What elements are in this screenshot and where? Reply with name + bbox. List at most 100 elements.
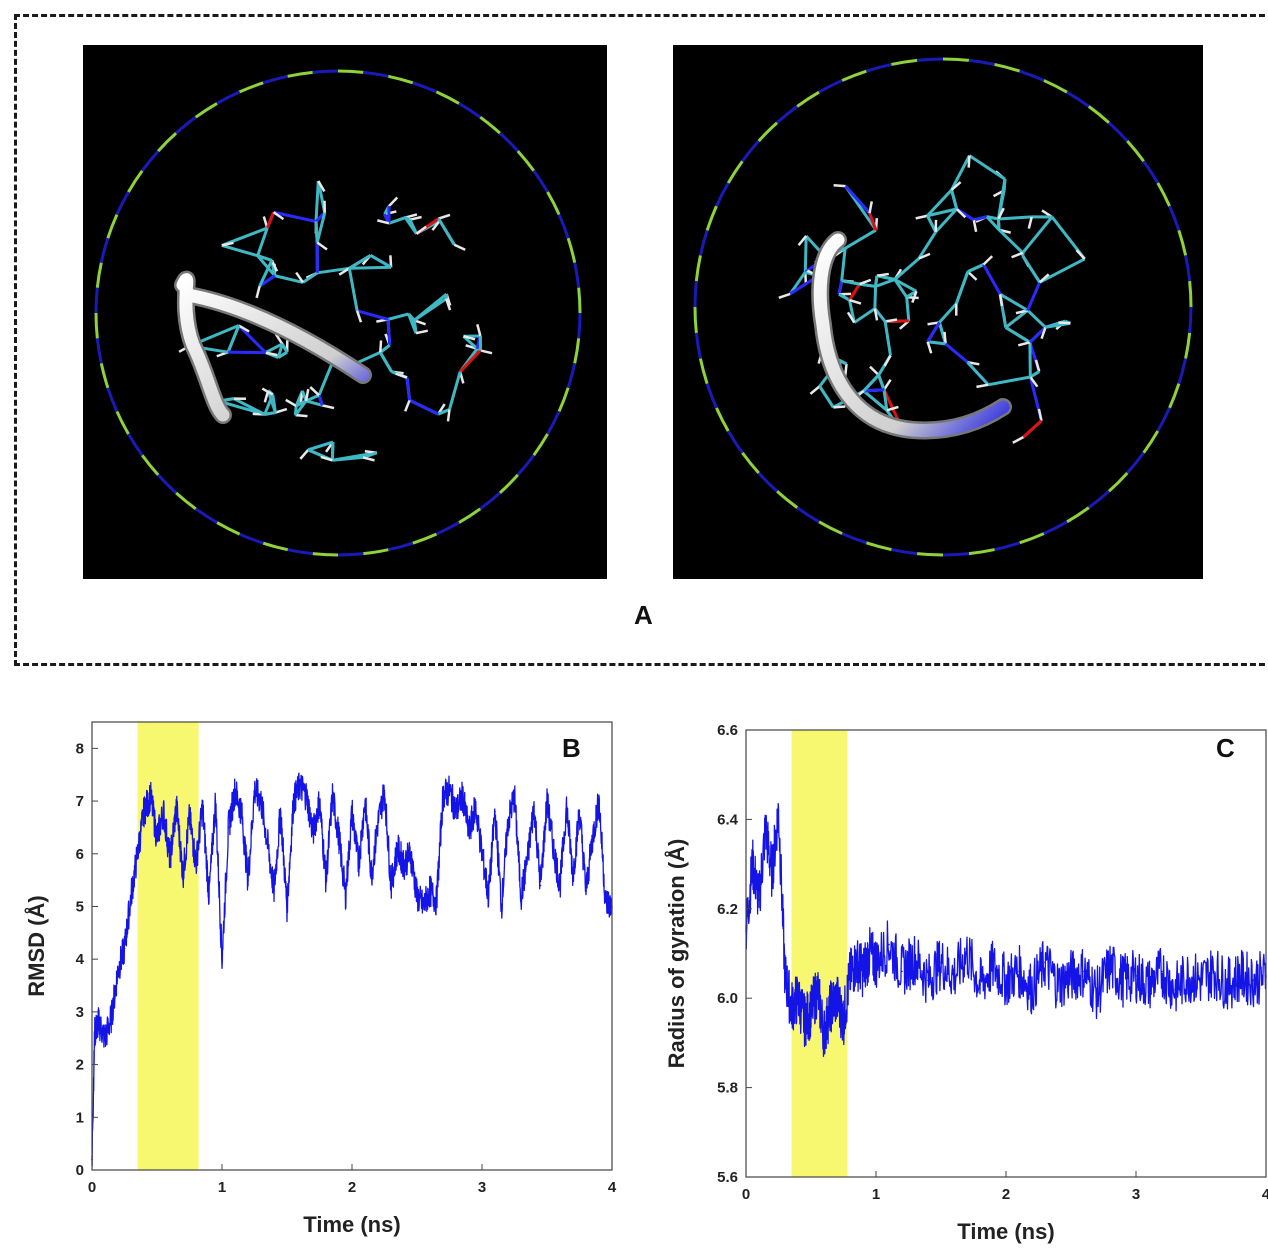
data-point: [436, 900, 438, 902]
sphere-boundary-segment: [158, 133, 176, 151]
data-point: [195, 864, 197, 866]
hydrogen-bond: [1013, 437, 1024, 443]
hydrogen-bond: [1039, 409, 1042, 421]
hydrogen-bond: [885, 355, 891, 365]
sphere-boundary-segment: [548, 192, 559, 215]
atom-bond: [974, 217, 987, 220]
sphere-boundary-segment: [700, 230, 707, 255]
sphere-boundary-segment: [108, 215, 117, 239]
y-tick-label: 6.6: [717, 722, 738, 739]
data-point: [1096, 993, 1098, 995]
sphere-boundary-segment: [1179, 230, 1186, 255]
sphere-boundary-segment: [1144, 431, 1158, 453]
hydrogen-bond: [380, 340, 381, 352]
sphere-boundary-segment: [117, 192, 128, 215]
atom-bond: [968, 264, 984, 271]
data-point: [598, 800, 600, 802]
sphere-boundary-segment: [1190, 307, 1191, 333]
y-tick-label: 2: [76, 1057, 84, 1074]
atom-bond: [316, 222, 317, 243]
sphere-boundary-segment: [96, 288, 97, 313]
data-point: [124, 948, 126, 950]
sphere-boundary-segment: [1190, 281, 1191, 307]
sphere-boundary-segment: [1089, 491, 1109, 507]
hydrogen-bond: [275, 409, 286, 412]
hydrogen-bond: [477, 324, 480, 336]
molecule-view-left: [83, 45, 607, 579]
atom-bond: [460, 350, 480, 371]
data-point: [247, 879, 249, 881]
hydrogen-bond: [976, 385, 988, 387]
hydrogen-bond: [944, 332, 945, 344]
hydrogen-bond: [810, 386, 819, 394]
data-point: [533, 806, 535, 808]
data-point: [306, 795, 308, 797]
sphere-boundary-segment: [413, 83, 437, 92]
sphere-boundary-segment: [313, 71, 338, 72]
sphere-boundary-segment: [363, 550, 388, 554]
data-point: [182, 874, 184, 876]
atom-bond: [357, 311, 388, 320]
sphere-boundary-segment: [158, 475, 176, 493]
data-point: [312, 832, 314, 834]
sphere-boundary-segment: [568, 363, 575, 387]
data-point: [791, 1006, 793, 1008]
atom-bond: [927, 216, 935, 232]
sphere-boundary-segment: [196, 509, 217, 523]
y-axis-label: Radius of gyration (Å): [663, 839, 689, 1069]
atom-bond: [998, 217, 1031, 219]
sphere-boundary-segment: [288, 72, 313, 76]
sphere-boundary-segment: [866, 64, 891, 71]
data-point: [1213, 971, 1215, 973]
y-tick-label: 6.4: [717, 811, 739, 828]
sphere-boundary-segment: [117, 411, 128, 434]
sphere-boundary-segment: [995, 64, 1020, 71]
sphere-boundary-segment: [797, 92, 819, 106]
sphere-boundary-segment: [534, 171, 548, 192]
sphere-boundary-segment: [917, 59, 943, 60]
atom-bond: [956, 272, 968, 304]
sphere-boundary-segment: [696, 333, 700, 359]
data-point: [507, 821, 509, 823]
data-point: [784, 975, 786, 977]
sphere-boundary-segment: [707, 206, 716, 230]
hydrogen-bond: [870, 201, 872, 213]
data-point: [397, 848, 399, 850]
sphere-boundary-segment: [1127, 453, 1143, 473]
hydrogen-bond: [1029, 217, 1032, 229]
sphere-boundary-segment: [263, 543, 287, 550]
data-point: [810, 1011, 812, 1013]
atom-bond: [316, 181, 318, 221]
sphere-boundary-segment: [866, 543, 891, 550]
atom-bond: [839, 281, 842, 295]
sphere-boundary-segment: [1158, 183, 1170, 206]
sphere-boundary-segment: [97, 338, 101, 363]
x-tick-label: 3: [1132, 1186, 1140, 1203]
data-point: [111, 1016, 113, 1018]
data-point: [286, 906, 288, 908]
atom-bond: [407, 378, 410, 401]
sphere-boundary-segment: [1158, 408, 1170, 431]
sphere-boundary-segment: [568, 238, 575, 262]
data-point: [319, 800, 321, 802]
atom-bond: [842, 248, 845, 280]
data-point: [416, 895, 418, 897]
data-point: [849, 975, 851, 977]
atom-bond: [239, 326, 266, 353]
sphere-boundary-segment: [240, 534, 264, 543]
atom-bond: [388, 319, 390, 345]
x-tick-label: 2: [1002, 1186, 1010, 1203]
hydrogen-bond: [480, 350, 492, 353]
hydrogen-bond: [984, 256, 993, 264]
atom-bond: [946, 344, 968, 362]
sphere-boundary-segment: [518, 151, 534, 171]
data-point: [901, 971, 903, 973]
atom-bond: [879, 375, 884, 390]
data-point: [384, 790, 386, 792]
sphere-boundary-segment: [217, 92, 240, 103]
sphere-boundary-segment: [891, 550, 917, 554]
atom-bond: [1028, 282, 1040, 310]
sphere-boundary-segment: [363, 72, 388, 76]
atom-bond: [968, 362, 989, 385]
data-point: [221, 958, 223, 960]
